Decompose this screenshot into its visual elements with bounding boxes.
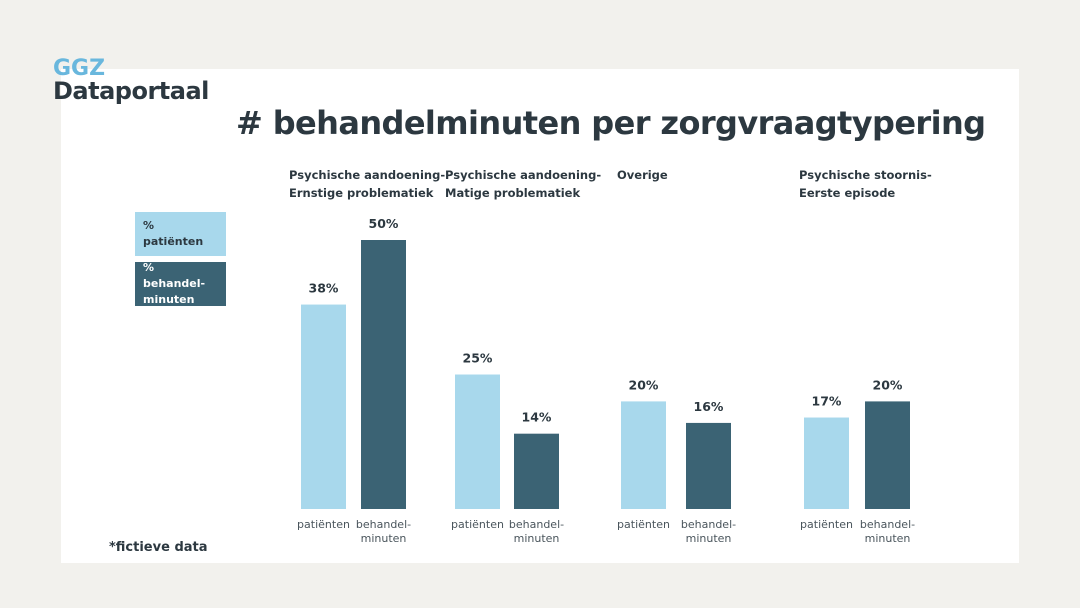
bar-patienten <box>301 304 346 509</box>
tick-label: behandel- <box>860 518 915 531</box>
tick-label: behandel- <box>681 518 736 531</box>
bar-behandelminuten <box>361 240 406 509</box>
legend-label-behandelminuten: % behandel- minuten <box>143 260 218 308</box>
data-label: 50% <box>369 216 399 231</box>
bar-behandelminuten <box>865 401 910 509</box>
legend-label-line1: % behandel- <box>143 261 206 290</box>
data-label: 20% <box>873 377 903 392</box>
bar-patienten <box>804 417 849 509</box>
legend-item-behandelminuten: % behandel- minuten <box>135 260 226 308</box>
tick-label: patiënten <box>617 518 670 531</box>
category-label: Psychische aandoening- Ernstige problemat… <box>289 168 446 200</box>
tick-label: minuten <box>361 532 407 545</box>
data-label: 14% <box>522 410 552 425</box>
tick-label: minuten <box>865 532 911 545</box>
data-label: 25% <box>463 351 493 366</box>
brand-dataportaal: Dataportaal <box>53 77 209 105</box>
data-label: 38% <box>309 281 339 296</box>
tick-label: behandel- <box>509 518 564 531</box>
bar-behandelminuten <box>686 422 731 509</box>
data-label: 17% <box>812 394 842 409</box>
brand-ggz: GGZ <box>53 56 106 81</box>
category-label: Psychische aandoening- Matige problematie… <box>445 168 602 200</box>
legend-label-patienten: % patiënten <box>143 219 204 248</box>
footnote: *fictieve data <box>109 540 208 555</box>
tick-label: minuten <box>514 532 560 545</box>
data-label: 16% <box>694 399 724 414</box>
brand-logo: GGZ Dataportaal <box>53 56 209 105</box>
category-label: Psychische stoornis- Eerste episode <box>799 168 932 200</box>
bar-patienten <box>455 374 500 509</box>
bar-patienten <box>621 401 666 509</box>
tick-label: behandel- <box>356 518 411 531</box>
data-label: 20% <box>629 377 659 392</box>
tick-label: patiënten <box>297 518 350 531</box>
chart-title: # behandelminuten per zorgvraagtypering <box>236 104 986 142</box>
tick-label: minuten <box>686 532 732 545</box>
tick-label: patiënten <box>800 518 853 531</box>
bar-behandelminuten <box>514 433 559 509</box>
tick-label: patiënten <box>451 518 504 531</box>
legend-label-line2: minuten <box>143 293 195 306</box>
category-label: Overige <box>617 168 668 182</box>
legend-item-patienten: % patiënten <box>135 212 226 256</box>
